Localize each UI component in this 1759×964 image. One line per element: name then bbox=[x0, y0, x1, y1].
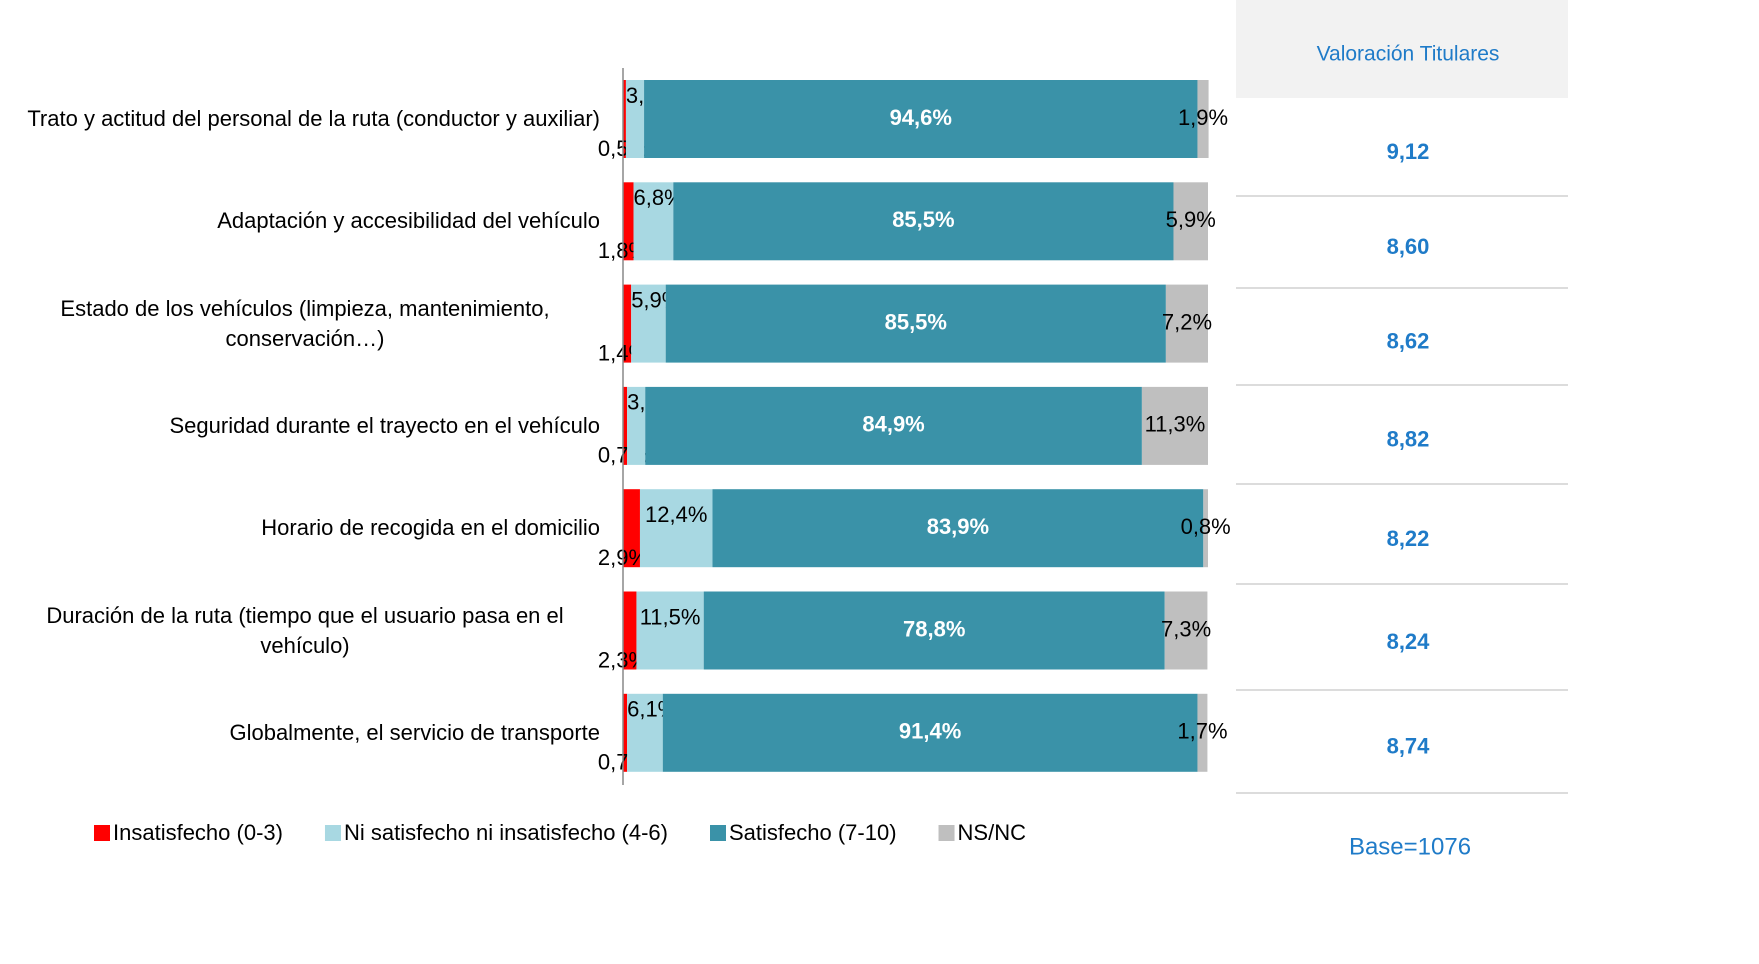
legend-swatch bbox=[938, 825, 955, 841]
value-label: 94,6% bbox=[890, 105, 952, 130]
bar-segment bbox=[623, 284, 632, 363]
bar-segment bbox=[1197, 693, 1208, 772]
category-label-box: Globalmente, el servicio de transporte bbox=[0, 693, 600, 773]
bar-segment bbox=[623, 386, 628, 465]
bar-segment bbox=[645, 386, 1142, 465]
bar-segment bbox=[636, 591, 704, 670]
value-label: 0,8% bbox=[1181, 514, 1231, 539]
legend-swatch bbox=[94, 825, 110, 841]
bar-segment bbox=[665, 284, 1166, 363]
category-label-box: Estado de los vehículos (limpieza, mante… bbox=[0, 284, 600, 364]
bar-segment bbox=[627, 386, 646, 465]
table-value: 8,62 bbox=[1387, 328, 1430, 353]
value-label: 7,3% bbox=[1161, 616, 1211, 641]
category-label: Duración de la ruta (tiempo que el usuar… bbox=[46, 602, 564, 658]
bar-segment bbox=[623, 182, 634, 261]
category-label-box: Adaptación y accesibilidad del vehículo bbox=[0, 181, 600, 261]
table-value: 8,24 bbox=[1387, 629, 1431, 654]
value-label: 91,4% bbox=[899, 719, 961, 744]
value-label: 5,9% bbox=[1166, 207, 1216, 232]
table-header: Valoración Titulares bbox=[1317, 43, 1500, 66]
bar-segment bbox=[1164, 591, 1208, 670]
value-label: 85,5% bbox=[892, 207, 954, 232]
legend-label: Satisfecho (7-10) bbox=[729, 820, 897, 845]
value-label: 11,5% bbox=[640, 604, 701, 629]
bar-segment bbox=[639, 489, 713, 568]
category-label: Globalmente, el servicio de transporte bbox=[229, 719, 600, 745]
bar-segment bbox=[1165, 284, 1208, 363]
table-value: 8,22 bbox=[1387, 526, 1430, 551]
table-value: 9,12 bbox=[1387, 139, 1430, 164]
legend-label: Insatisfecho (0-3) bbox=[113, 820, 283, 845]
value-label: 84,9% bbox=[862, 412, 924, 437]
bar-segment bbox=[623, 591, 637, 670]
value-label: 7,2% bbox=[1162, 309, 1212, 334]
legend-swatch bbox=[710, 825, 726, 841]
bar-segment bbox=[623, 693, 628, 772]
value-label: 1,7% bbox=[1177, 719, 1227, 744]
value-label: 1,9% bbox=[1178, 105, 1228, 130]
table-header-bg bbox=[1236, 0, 1568, 98]
table-value: 8,60 bbox=[1387, 234, 1430, 259]
legend-label: Ni satisfecho ni insatisfecho (4-6) bbox=[344, 820, 668, 845]
bar-segment bbox=[1197, 80, 1209, 158]
base-note: Base=1076 bbox=[1349, 833, 1471, 860]
category-label: Seguridad durante el trayecto en el vehí… bbox=[169, 412, 600, 438]
bar-segment bbox=[625, 80, 645, 158]
bar-segment bbox=[1173, 182, 1208, 261]
bar-segment bbox=[1141, 386, 1208, 465]
category-label: Estado de los vehículos (limpieza, mante… bbox=[60, 295, 550, 351]
table-value: 8,74 bbox=[1387, 733, 1431, 758]
value-label: 85,5% bbox=[885, 309, 947, 334]
category-label: Horario de recogida en el domicilio bbox=[261, 515, 600, 541]
table-value: 8,82 bbox=[1387, 426, 1430, 451]
bar-segment bbox=[623, 489, 640, 568]
category-label-box: Duración de la ruta (tiempo que el usuar… bbox=[0, 591, 600, 671]
category-label-box: Horario de recogida en el domicilio bbox=[0, 488, 600, 568]
bar-segment bbox=[703, 591, 1165, 670]
bar-segment bbox=[662, 693, 1198, 772]
value-label: 83,9% bbox=[927, 514, 989, 539]
bar-segment bbox=[644, 80, 1198, 158]
bar-segment bbox=[633, 182, 674, 261]
bar-segment bbox=[712, 489, 1204, 568]
legend-label: NS/NC bbox=[958, 820, 1027, 845]
category-label: Adaptación y accesibilidad del vehículo bbox=[217, 208, 600, 234]
bar-segment bbox=[627, 693, 663, 772]
category-label-box: Seguridad durante el trayecto en el vehí… bbox=[0, 386, 600, 466]
value-label: 12,4% bbox=[645, 502, 707, 527]
value-label: 11,3% bbox=[1145, 412, 1206, 437]
bar-segment bbox=[631, 284, 666, 363]
bar-segment bbox=[623, 80, 626, 158]
bar-segment bbox=[1203, 489, 1208, 568]
value-label: 78,8% bbox=[903, 616, 965, 641]
category-label: Trato y actitud del personal de la ruta … bbox=[27, 106, 600, 131]
bar-segment bbox=[673, 182, 1174, 261]
legend-swatch bbox=[324, 825, 341, 841]
category-label-box: Trato y actitud del personal de la ruta … bbox=[0, 79, 600, 159]
